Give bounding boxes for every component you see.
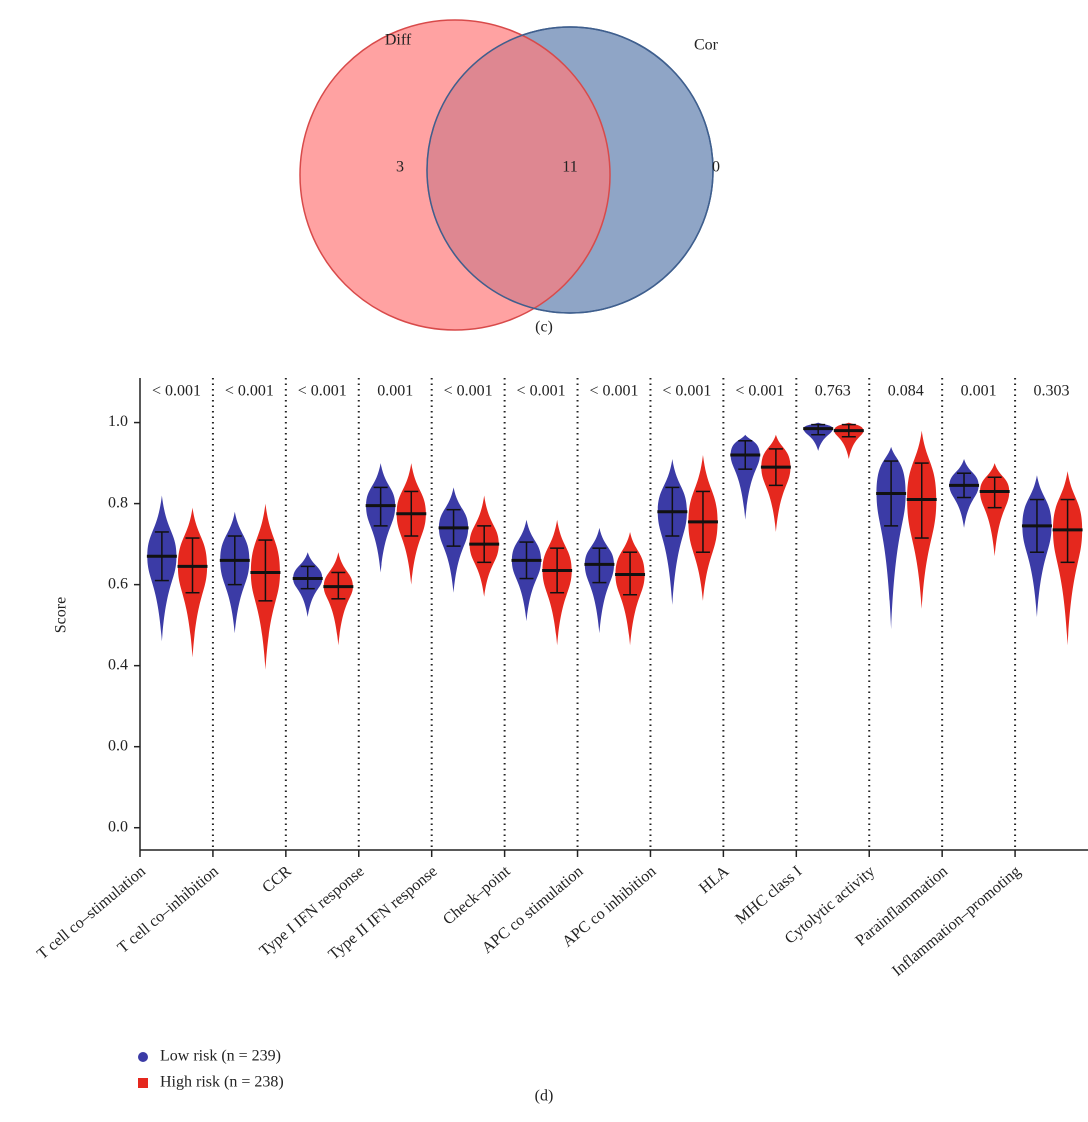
y-tick-label: 0.0 <box>108 818 128 835</box>
y-tick-label: 1.0 <box>108 413 128 430</box>
set-label: Diff <box>385 32 412 49</box>
y-tick-label: 0.8 <box>108 494 128 511</box>
p-value: < 0.001 <box>735 383 784 400</box>
region-count: 0 <box>712 159 720 176</box>
legend-label: Low risk (n = 239) <box>160 1048 281 1065</box>
legend-marker <box>138 1078 148 1088</box>
venn-outline <box>426 26 714 314</box>
x-tick-label: HLA <box>696 863 732 897</box>
set-label: Cor <box>694 37 719 54</box>
dot-cloud <box>980 463 1010 557</box>
p-value: 0.001 <box>961 383 997 400</box>
x-tick-label: Inflammation–promoting <box>889 863 1024 980</box>
x-tick-label: CCR <box>259 863 295 897</box>
y-axis-label: Score <box>53 597 70 633</box>
p-value: 0.303 <box>1034 383 1070 400</box>
p-value: < 0.001 <box>298 383 347 400</box>
caption: (d) <box>535 1088 554 1105</box>
caption: (c) <box>535 319 553 336</box>
p-value: 0.763 <box>815 383 851 400</box>
p-value: < 0.001 <box>662 383 711 400</box>
p-value: 0.001 <box>377 383 413 400</box>
region-count: 11 <box>562 159 577 176</box>
p-value: < 0.001 <box>589 383 638 400</box>
legend-marker <box>138 1052 148 1062</box>
x-tick-label: MHC class I <box>732 863 805 928</box>
p-value: < 0.001 <box>444 383 493 400</box>
p-value: < 0.001 <box>225 383 274 400</box>
legend-label: High risk (n = 238) <box>160 1074 284 1091</box>
p-value: 0.084 <box>888 383 924 400</box>
y-tick-label: 0.6 <box>108 575 128 592</box>
x-tick-label: Check–point <box>440 862 514 928</box>
venn-circle-diff <box>299 19 611 331</box>
y-tick-label: 0.4 <box>108 656 128 673</box>
region-count: 3 <box>396 159 404 176</box>
y-tick-label: 0.0 <box>108 737 128 754</box>
p-value: < 0.001 <box>517 383 566 400</box>
p-value: < 0.001 <box>152 383 201 400</box>
